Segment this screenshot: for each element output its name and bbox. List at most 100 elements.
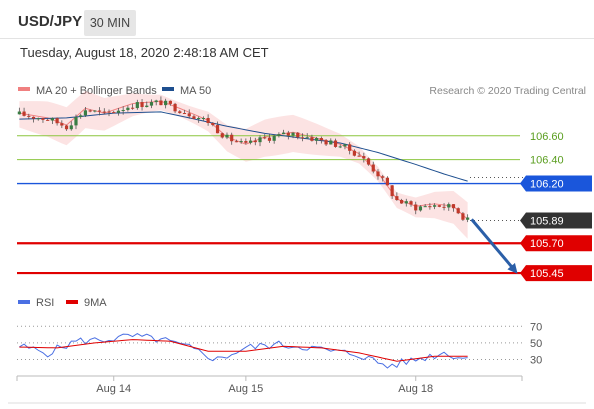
current-price-label: 105.89	[530, 216, 564, 228]
candle-body	[225, 134, 229, 138]
candle-body	[385, 177, 390, 186]
candle-body	[437, 205, 441, 207]
symbol-title: USD/JPY	[18, 13, 83, 30]
ma50-line	[19, 111, 468, 182]
support-tag	[520, 235, 592, 252]
candle-body	[442, 206, 446, 208]
candle-body	[197, 118, 201, 120]
candle-body	[291, 132, 295, 136]
forecast-arrow	[470, 218, 518, 274]
candle-body	[79, 115, 83, 117]
candle-body	[253, 140, 257, 143]
legend-label: MA 50	[180, 85, 211, 97]
rsi-tick-label: 70	[530, 321, 542, 333]
candle-body	[192, 116, 196, 119]
rsi-legend-label: 9MA	[84, 297, 107, 309]
candle-body	[315, 138, 319, 141]
rsi-tick-label: 50	[530, 338, 542, 350]
rsi-tick-label: 30	[530, 355, 542, 367]
candle-body	[41, 118, 45, 120]
candle-body	[277, 134, 281, 136]
rsi-ma-line	[19, 339, 468, 362]
candle-body	[17, 111, 21, 115]
x-tick-label: Aug 18	[398, 383, 433, 395]
candle-body	[74, 116, 78, 126]
candle-body	[267, 137, 272, 141]
candle-body	[173, 103, 177, 112]
legend-swatch	[18, 87, 30, 91]
support-label: 105.70	[530, 238, 564, 250]
candle-body	[409, 201, 413, 205]
candle-body	[395, 196, 399, 200]
candle-body	[27, 115, 31, 117]
candle-body	[88, 110, 92, 112]
candle-body	[116, 110, 121, 113]
candle-body	[244, 141, 248, 143]
resistance-label: 106.60	[530, 131, 564, 143]
candle-body	[64, 125, 69, 130]
candle-body	[178, 111, 182, 114]
candle-body	[414, 204, 418, 211]
candle-body	[324, 140, 328, 145]
candle-body	[97, 110, 102, 112]
candle-body	[107, 111, 111, 113]
candle-body	[357, 155, 361, 157]
candle-body	[154, 100, 158, 103]
candle-body	[102, 111, 106, 113]
candle-body	[418, 206, 423, 211]
candle-body	[211, 123, 215, 126]
candle-body	[352, 150, 356, 156]
candle-body	[338, 146, 342, 148]
rsi-legend-label: RSI	[36, 297, 54, 309]
x-tick-label: Aug 14	[96, 383, 131, 395]
pivot-label: 106.20	[530, 179, 564, 191]
candle-body	[187, 113, 191, 117]
candle-body	[206, 118, 210, 124]
candle-body	[433, 205, 437, 207]
timeframe-badge[interactable]: 30 MIN	[84, 10, 136, 36]
candle-body	[22, 111, 26, 116]
candle-body	[215, 125, 220, 134]
x-tick-label: Aug 15	[228, 383, 263, 395]
candle-body	[168, 100, 172, 104]
support-tag	[520, 265, 592, 282]
candle-body	[69, 125, 73, 130]
candle-body	[230, 134, 234, 142]
candle-body	[428, 206, 432, 208]
legend-label: MA 20 + Bollinger Bands	[36, 85, 157, 97]
candle-body	[263, 137, 267, 139]
header-divider	[0, 38, 594, 39]
candle-body	[234, 141, 239, 143]
candle-body	[121, 109, 125, 111]
candle-body	[466, 217, 470, 220]
legend-swatch	[162, 87, 174, 91]
candle-body	[423, 206, 427, 208]
candle-body	[46, 119, 50, 121]
candle-body	[93, 110, 97, 112]
candle-body	[201, 118, 205, 120]
candle-body	[390, 185, 394, 197]
candle-body	[60, 123, 64, 126]
candle-body	[31, 116, 36, 119]
candle-body	[305, 137, 309, 139]
credit-text: Research © 2020 Trading Central	[429, 85, 586, 97]
candle-body	[126, 107, 130, 110]
support-label: 105.45	[530, 268, 564, 280]
candle-body	[333, 140, 338, 147]
candle-body	[239, 141, 243, 143]
candle-body	[451, 204, 456, 209]
candle-body	[149, 102, 154, 106]
candle-body	[248, 140, 253, 143]
candle-body	[83, 110, 88, 116]
candle-body	[371, 164, 375, 172]
candle-body	[36, 118, 40, 120]
candle-body	[461, 213, 465, 220]
candle-body	[131, 107, 135, 109]
candle-body	[164, 100, 168, 106]
candle-body	[159, 100, 163, 106]
candle-body	[366, 158, 371, 165]
rsi-line	[19, 332, 468, 369]
rsi-legend-swatch	[66, 300, 78, 304]
candle-body	[399, 199, 404, 204]
